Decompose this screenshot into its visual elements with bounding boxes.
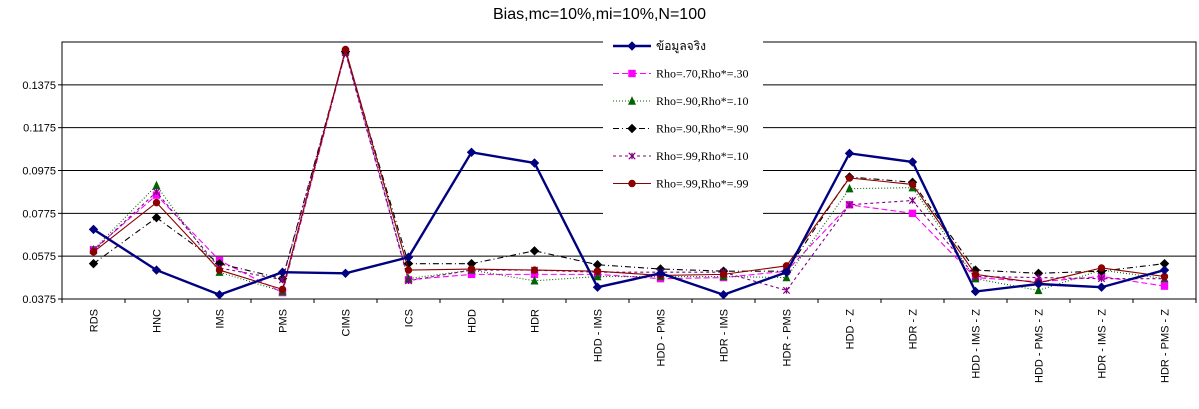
x-tick-label: PMS [278, 309, 290, 333]
series-0 [88, 147, 1170, 300]
x-tick-label: HDD [467, 309, 479, 333]
data-point [151, 265, 162, 275]
legend-label: Rho=.90,Rho*=.90 [656, 122, 749, 136]
data-point [627, 123, 637, 134]
x-tick-label: HDD - PMS - Z [1034, 309, 1046, 383]
data-point [152, 180, 161, 190]
legend-label: Rho=.99,Rho*=.10 [656, 149, 749, 163]
data-point [529, 158, 540, 168]
axis-layer: 0.0375 0.0575 0.0775 0.0975 0.1175 0.1375 RDS H… [22, 41, 1197, 383]
legend-label: Rho=.99,Rho*=.99 [656, 177, 749, 191]
x-tick-label: HDR - PMS - Z [1160, 309, 1172, 383]
data-point [467, 265, 476, 273]
data-point [781, 267, 792, 277]
y-tick-label: 0.0975 [22, 166, 56, 178]
data-point [782, 286, 791, 295]
data-point [340, 268, 351, 279]
y-tick-label: 0.1375 [22, 80, 56, 92]
data-point [971, 270, 980, 279]
series-layer [88, 45, 1170, 300]
data-point [592, 282, 603, 292]
data-point [277, 267, 288, 277]
x-tick-label: HDD - PMS [656, 309, 668, 366]
data-point [908, 209, 917, 218]
data-point [1096, 282, 1107, 292]
data-point [341, 45, 350, 54]
data-point [627, 41, 637, 51]
data-point [593, 267, 602, 275]
series-line [93, 47, 1165, 291]
x-tick-label: HDD - Z [845, 309, 857, 350]
data-point [278, 285, 287, 294]
data-point [782, 272, 791, 282]
data-point [628, 152, 636, 160]
data-point [908, 196, 917, 205]
legend-label: Rho=.70,Rho*=.30 [656, 67, 749, 81]
legend: ข้อมูลจริง Rho=.70,Rho*=.30 Rho=.90,Rho*=.… [603, 33, 763, 216]
x-tick-label: HDD - IMS - Z [971, 309, 983, 379]
data-point [970, 286, 981, 297]
data-point [89, 248, 98, 256]
data-point [530, 266, 539, 274]
y-tick-label: 0.0575 [22, 251, 56, 263]
data-point [593, 271, 602, 281]
data-point [530, 275, 539, 285]
data-point [88, 224, 99, 235]
data-point [152, 198, 161, 207]
x-tick-label: HDR - IMS [719, 309, 731, 362]
x-tick-label: RDS [89, 309, 101, 332]
data-point [908, 180, 917, 189]
data-point [628, 69, 636, 78]
data-point [404, 277, 413, 285]
legend-label: Rho=.90,Rho*=.10 [656, 94, 749, 108]
series-line [92, 150, 1165, 296]
data-point [529, 246, 540, 256]
chart-title: Bias,mc=10%,mi=10%,N=100 [493, 6, 706, 23]
x-tick-label: CIMS [341, 309, 353, 337]
data-point [1097, 264, 1106, 272]
series-line [93, 50, 1165, 292]
legend-label: ข้อมูลจริง [656, 39, 706, 54]
data-point [215, 266, 224, 274]
y-tick-label: 0.1175 [23, 123, 56, 135]
data-point [845, 174, 854, 182]
y-tick-label: 0.0775 [22, 208, 56, 220]
x-tick-label: ICS [404, 309, 416, 327]
data-point [655, 268, 666, 279]
data-point [845, 201, 854, 209]
data-point [403, 252, 414, 262]
x-tick-label: HDR - Z [908, 309, 920, 350]
data-point [628, 179, 636, 188]
x-tick-label: HDR - IMS - Z [1097, 309, 1109, 379]
series-line [93, 49, 1165, 294]
data-point [1097, 275, 1106, 283]
series-line [93, 48, 1165, 293]
data-point [718, 290, 729, 300]
data-point [404, 266, 413, 274]
data-point [151, 212, 162, 223]
data-point [152, 188, 161, 196]
data-point [907, 157, 918, 167]
data-point [466, 147, 477, 158]
x-tick-label: IMS [215, 309, 227, 329]
data-point [1033, 279, 1044, 289]
data-point [1160, 282, 1169, 290]
data-point [214, 290, 225, 300]
data-point [1159, 265, 1170, 275]
x-tick-label: HDR [530, 309, 542, 333]
data-point [1034, 285, 1043, 295]
data-point [719, 270, 728, 279]
y-tick-label: 0.0375 [22, 294, 56, 306]
x-tick-label: HDD - IMS [593, 309, 605, 362]
data-point [844, 148, 855, 159]
x-tick-label: HNC [152, 309, 164, 333]
data-point [88, 258, 99, 269]
x-tick-label: HDR - PMS [782, 309, 794, 366]
data-point [628, 96, 636, 105]
data-point [845, 183, 854, 193]
